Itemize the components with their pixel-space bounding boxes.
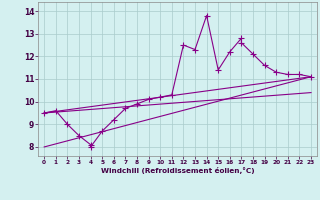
- X-axis label: Windchill (Refroidissement éolien,°C): Windchill (Refroidissement éolien,°C): [101, 167, 254, 174]
